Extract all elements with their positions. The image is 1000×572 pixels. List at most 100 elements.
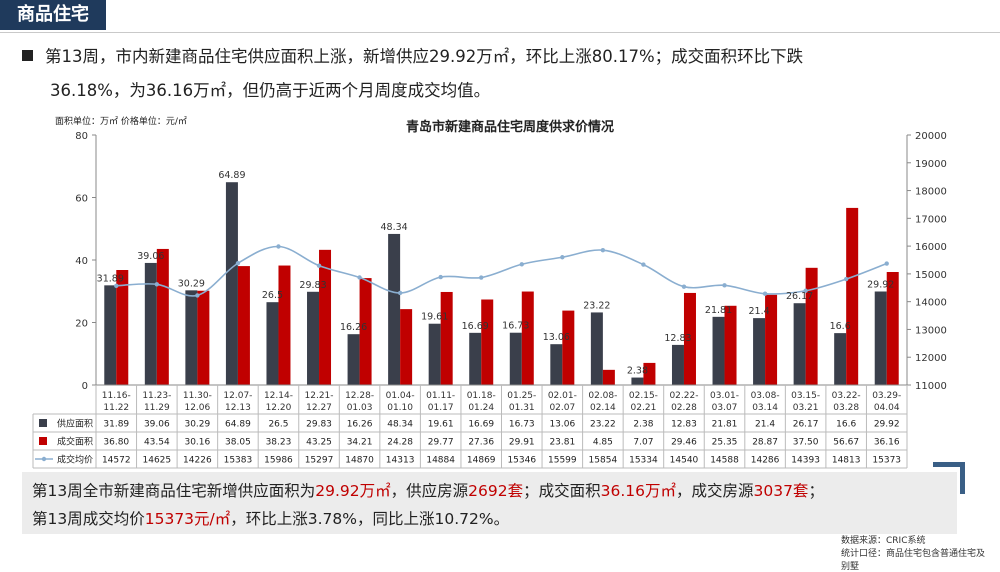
table-cell: 2.38 [633, 420, 653, 430]
x-tick-label: 12.07- [223, 391, 252, 401]
table-cell: 15854 [589, 456, 618, 466]
supply-bar [225, 182, 238, 385]
x-tick-label: 02.01- [548, 391, 577, 401]
supply-data-label: 13.06 [543, 332, 570, 343]
table-cell: 64.89 [225, 420, 251, 430]
table-cell: 56.67 [833, 438, 859, 448]
x-tick-label: 03.21 [793, 403, 819, 413]
supply-bar [347, 334, 360, 385]
price-point [681, 284, 687, 289]
supply-data-label: 64.89 [218, 170, 245, 181]
deal-bar [197, 290, 210, 385]
table-cell: 14313 [386, 456, 415, 466]
table-cell: 31.89 [103, 420, 129, 430]
x-tick-label: 01.31 [509, 403, 535, 413]
deal-bar [846, 207, 859, 385]
x-tick-label: 03.15- [791, 391, 820, 401]
x-tick-label: 11.16- [102, 391, 131, 401]
x-tick-label: 12.21- [305, 391, 334, 401]
right-tick-label: 18000 [915, 187, 947, 198]
x-tick-label: 01.10 [387, 403, 413, 413]
x-tick-label: 01.24 [468, 403, 494, 413]
price-point [722, 283, 727, 288]
table-cell: 15383 [224, 456, 253, 466]
table-cell: 29.91 [509, 438, 535, 448]
supply-data-label: 16.26 [340, 322, 367, 333]
left-tick-label: 60 [75, 194, 88, 205]
table-cell: 38.23 [266, 438, 292, 448]
supply-bar [590, 312, 603, 385]
supply-data-label: 16.73 [502, 321, 529, 332]
deal-bar [400, 309, 413, 385]
legend-series-name: 供应面积 [57, 418, 93, 430]
corner-bracket-decoration [933, 462, 965, 494]
supply-data-label: 16.69 [462, 321, 489, 332]
x-tick-label: 02.07 [549, 403, 575, 413]
deal-bar [805, 267, 818, 385]
table-cell: 14625 [143, 456, 172, 466]
x-tick-label: 03.14 [752, 403, 778, 413]
table-cell: 14572 [102, 456, 131, 466]
table-cell: 14588 [710, 456, 739, 466]
supply-bar [874, 291, 887, 385]
table-cell: 14869 [467, 456, 496, 466]
table-cell: 30.29 [184, 420, 210, 430]
deal-bar [765, 294, 778, 385]
table-cell: 12.83 [671, 420, 697, 430]
table-cell: 16.6 [836, 420, 856, 430]
x-tick-label: 01.18- [467, 391, 496, 401]
headline-line-1: 第13周，市内新建商品住宅供应面积上涨，新增供应29.92万㎡，环比上涨80.1… [45, 47, 804, 66]
x-tick-label: 11.29 [144, 403, 170, 413]
x-tick-label: 02.22- [669, 391, 698, 401]
right-tick-label: 14000 [915, 298, 947, 309]
supply-bar [428, 323, 441, 385]
x-tick-label: 12.28- [345, 391, 374, 401]
supply-data-label: 19.61 [421, 312, 448, 323]
price-point [519, 262, 524, 267]
table-cell: 29.92 [874, 420, 900, 430]
deal-bar [886, 272, 899, 385]
x-tick-label: 04.04 [874, 403, 900, 413]
x-tick-label: 01.25- [507, 391, 536, 401]
supply-data-label: 2.38 [627, 366, 648, 377]
table-cell: 16.69 [468, 420, 494, 430]
x-tick-label: 02.21 [631, 403, 657, 413]
deal-bar [643, 362, 656, 385]
summary-text: ；成交面积 [523, 482, 601, 500]
table-cell: 30.16 [184, 438, 210, 448]
table-cell: 29.77 [428, 438, 454, 448]
supply-data-label: 23.22 [583, 300, 610, 311]
table-cell: 14286 [751, 456, 780, 466]
right-tick-label: 11000 [915, 381, 947, 392]
x-tick-label: 02.08- [588, 391, 617, 401]
x-tick-label: 03.22- [832, 391, 861, 401]
x-tick-label: 11.22 [103, 403, 129, 413]
summary-avg-price: 15373元/㎡ [144, 510, 231, 528]
deal-bar [440, 291, 453, 385]
table-cell: 21.4 [755, 420, 775, 430]
summary-box: 第13周全市新建商品住宅新增供应面积为29.92万㎡，供应房源2692套；成交面… [22, 472, 957, 534]
x-tick-label: 01.03 [347, 403, 373, 413]
supply-data-label: 26.5 [262, 290, 283, 301]
legend-series-name: 成交均价 [57, 454, 93, 466]
supply-bar [712, 316, 725, 385]
price-point [195, 293, 200, 298]
deal-bar [521, 291, 534, 385]
deal-bar [319, 249, 332, 385]
table-cell: 14884 [426, 456, 455, 466]
table-cell: 34.21 [347, 438, 373, 448]
table-cell: 15297 [305, 456, 334, 466]
supply-data-label: 21.4 [748, 306, 769, 317]
table-cell: 14813 [832, 456, 861, 466]
table-cell: 15373 [872, 456, 901, 466]
price-point [235, 261, 241, 266]
table-cell: 15334 [629, 456, 658, 466]
x-tick-label: 03.29- [872, 391, 901, 401]
right-tick-label: 20000 [915, 131, 947, 142]
price-point [762, 291, 768, 296]
table-cell: 15986 [264, 456, 293, 466]
supply-data-label: 31.89 [97, 273, 124, 284]
table-cell: 28.87 [752, 438, 778, 448]
price-point [316, 263, 322, 268]
table-cell: 23.81 [549, 438, 575, 448]
